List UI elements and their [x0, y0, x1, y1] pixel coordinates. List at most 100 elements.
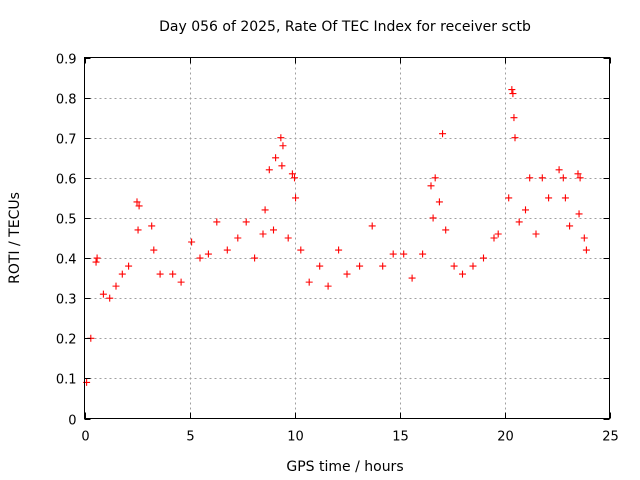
data-point: [234, 234, 242, 242]
data-point: [494, 230, 502, 238]
data-point: [213, 218, 221, 226]
data-points: [83, 86, 590, 386]
data-point: [526, 174, 534, 182]
data-point: [582, 246, 590, 254]
data-point: [580, 234, 588, 242]
data-point: [148, 222, 156, 230]
data-point: [204, 250, 212, 258]
data-point: [169, 270, 177, 278]
data-point: [92, 258, 100, 266]
data-point: [490, 234, 498, 242]
data-point: [265, 166, 273, 174]
y-tick-label: 0.4: [56, 253, 77, 268]
data-point: [515, 218, 523, 226]
data-point: [292, 194, 300, 202]
data-point: [576, 174, 584, 182]
data-point: [522, 206, 529, 214]
data-point: [450, 262, 458, 270]
data-point: [559, 174, 567, 182]
data-point: [480, 254, 487, 262]
data-point: [343, 270, 351, 278]
data-point: [135, 202, 143, 210]
x-tick-label: 10: [287, 430, 304, 445]
data-point: [297, 246, 305, 254]
data-point: [356, 262, 364, 270]
data-point: [272, 154, 280, 162]
chart-title: Day 056 of 2025, Rate Of TEC Index for r…: [159, 19, 531, 35]
data-point: [389, 250, 397, 258]
data-point: [324, 282, 332, 290]
y-tick-label: 0.8: [56, 93, 77, 108]
y-tick-label: 0.5: [56, 213, 77, 228]
data-point: [196, 254, 204, 262]
y-tick-label: 0: [68, 414, 76, 429]
data-point: [545, 194, 553, 202]
plot-frame: [84, 57, 610, 419]
x-tick-label: 5: [186, 430, 194, 445]
data-point: [566, 222, 574, 230]
data-point: [279, 142, 287, 150]
data-point: [134, 226, 142, 234]
data-point: [508, 86, 516, 94]
data-point: [510, 114, 518, 122]
data-point: [277, 134, 285, 142]
y-tick-label: 0.1: [56, 373, 77, 388]
data-point: [156, 270, 164, 278]
data-point: [270, 226, 277, 234]
data-point: [335, 246, 343, 254]
data-point: [316, 262, 324, 270]
data-point: [125, 262, 133, 270]
x-axis-label: GPS time / hours: [286, 459, 403, 475]
data-point: [288, 170, 296, 178]
data-point: [284, 234, 292, 242]
y-tick-label: 0.3: [56, 293, 77, 308]
data-point: [469, 262, 477, 270]
data-point: [511, 134, 519, 142]
data-point: [93, 254, 101, 262]
data-point: [242, 218, 250, 226]
data-point: [575, 210, 583, 218]
data-point: [555, 166, 563, 174]
data-point: [431, 174, 439, 182]
data-point: [150, 246, 158, 254]
data-point: [427, 182, 435, 190]
data-point: [223, 246, 231, 254]
x-tick-label: 15: [392, 430, 409, 445]
x-tick-label: 0: [81, 430, 89, 445]
data-point: [278, 162, 286, 170]
data-point: [368, 222, 376, 230]
axis-ticks: 0 0.1 0.2 0.3 0.4 0.5 0.6 0.7 0.8 0.9 0 5 10 15 20 25: [56, 53, 619, 445]
data-point: [188, 238, 196, 246]
y-tick-label: 0.2: [56, 333, 77, 348]
data-point: [561, 194, 569, 202]
data-point: [177, 278, 185, 286]
data-point: [538, 174, 546, 182]
data-point: [305, 278, 313, 286]
data-point: [419, 250, 427, 258]
data-point: [259, 230, 267, 238]
data-point: [505, 194, 513, 202]
data-point: [435, 198, 443, 206]
data-point: [400, 250, 408, 258]
data-point: [532, 230, 540, 238]
data-point: [133, 198, 141, 206]
data-point: [118, 270, 126, 278]
data-point: [439, 130, 447, 138]
data-point: [106, 294, 114, 302]
y-tick-label: 0.7: [56, 133, 77, 148]
y-tick-label: 0.9: [56, 53, 77, 68]
data-point: [261, 206, 269, 214]
data-point: [291, 174, 298, 182]
data-point: [112, 282, 120, 290]
data-point: [251, 254, 259, 262]
data-point: [509, 90, 517, 98]
data-point: [459, 270, 466, 278]
x-tick-label: 20: [497, 430, 514, 445]
data-point: [574, 170, 582, 178]
data-point: [429, 214, 437, 222]
data-point: [408, 274, 416, 282]
data-point: [379, 262, 387, 270]
data-point: [442, 226, 450, 234]
grid-lines: [84, 57, 610, 419]
